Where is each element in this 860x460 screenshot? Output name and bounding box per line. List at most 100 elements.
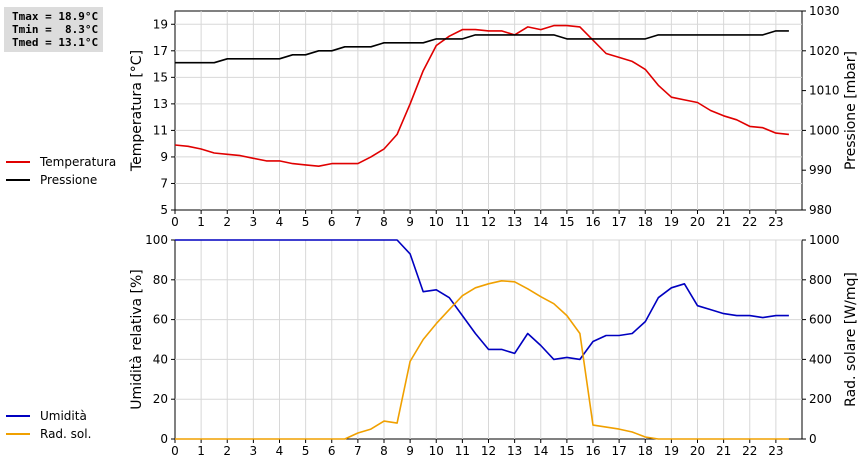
chart1-xtick-label: 21 <box>716 215 731 229</box>
chart1-ytick-label: 5 <box>160 203 168 217</box>
chart2-ytick-label: 20 <box>153 392 168 406</box>
chart2-xtick-label: 19 <box>664 444 679 458</box>
chart2-xtick-label: 5 <box>302 444 310 458</box>
chart1-y2label: Pressione [mbar] <box>843 51 859 170</box>
chart1-xtick-label: 14 <box>533 215 548 229</box>
legend-swatch-rad-sol <box>6 433 30 435</box>
chart1-xtick-label: 17 <box>611 215 626 229</box>
chart1-xtick-label: 18 <box>638 215 653 229</box>
chart1-xtick-label: 8 <box>380 215 388 229</box>
chart1-xtick-label: 23 <box>768 215 783 229</box>
chart2-xtick-label: 7 <box>354 444 362 458</box>
chart2-xtick-label: 12 <box>481 444 496 458</box>
chart1-xtick-label: 20 <box>690 215 705 229</box>
chart1-xtick-label: 12 <box>481 215 496 229</box>
chart1-y2tick-label: 1010 <box>809 84 840 98</box>
chart2-xtick-label: 13 <box>507 444 522 458</box>
chart1-ylabel: Temperatura [°C] <box>129 50 145 172</box>
chart2-y2tick-label: 400 <box>809 352 832 366</box>
chart2-ytick-label: 60 <box>153 313 168 327</box>
chart1-y2tick-label: 980 <box>809 203 832 217</box>
stat-tmed: Tmed = 13.1°C <box>12 36 99 49</box>
chart2-xtick-label: 23 <box>768 444 783 458</box>
chart2-xtick-label: 18 <box>638 444 653 458</box>
chart1-xtick-label: 13 <box>507 215 522 229</box>
chart2-ytick-label: 0 <box>160 432 168 446</box>
chart1-ytick-label: 7 <box>160 176 168 190</box>
chart2-xtick-label: 22 <box>742 444 757 458</box>
chart1-xtick-label: 19 <box>664 215 679 229</box>
chart1-y2tick-label: 1030 <box>809 4 840 18</box>
chart1-xtick-label: 4 <box>276 215 284 229</box>
chart1-ytick-label: 11 <box>153 123 168 137</box>
chart2-y2tick-label: 600 <box>809 313 832 327</box>
chart1-xtick-label: 6 <box>328 215 336 229</box>
chart1-y2tick-label: 990 <box>809 163 832 177</box>
chart2-xtick-label: 6 <box>328 444 336 458</box>
legend-bottom: Umidità Rad. sol. <box>6 407 91 443</box>
chart2-xtick-label: 1 <box>197 444 205 458</box>
chart1-ytick-label: 13 <box>153 97 168 111</box>
chart1-xtick-label: 0 <box>171 215 179 229</box>
chart1-series-pressione <box>175 30 789 64</box>
legend-top: Temperatura Pressione <box>6 153 116 189</box>
chart1-series-temperatura <box>174 24 789 167</box>
chart2-xtick-label: 17 <box>611 444 626 458</box>
chart1-xtick-label: 5 <box>302 215 310 229</box>
chart2-xtick-label: 21 <box>716 444 731 458</box>
chart2-ytick-label: 100 <box>145 233 168 247</box>
legend-swatch-umidita <box>6 415 30 417</box>
chart2-xtick-label: 20 <box>690 444 705 458</box>
legend-label-pressione: Pressione <box>40 173 98 187</box>
legend-item-rad-sol: Rad. sol. <box>6 425 91 443</box>
chart1-xtick-label: 15 <box>559 215 574 229</box>
chart1-ytick-label: 15 <box>153 70 168 84</box>
chart1-xtick-label: 16 <box>585 215 600 229</box>
chart1-xtick-label: 3 <box>250 215 258 229</box>
legend-item-umidita: Umidità <box>6 407 91 425</box>
legend-swatch-temperatura <box>6 161 30 163</box>
chart2-series-rad-sol <box>175 279 789 440</box>
chart2-xtick-label: 16 <box>585 444 600 458</box>
chart2-y2tick-label: 0 <box>809 432 817 446</box>
chart1-xtick-label: 11 <box>455 215 470 229</box>
chart2-series-umidit <box>175 239 789 361</box>
chart1-xtick-label: 10 <box>429 215 444 229</box>
chart1-xtick-label: 7 <box>354 215 362 229</box>
chart2-xtick-label: 11 <box>455 444 470 458</box>
chart2-y2tick-label: 200 <box>809 392 832 406</box>
chart2-xtick-label: 8 <box>380 444 388 458</box>
chart2-xtick-label: 0 <box>171 444 179 458</box>
chart2-xtick-label: 14 <box>533 444 548 458</box>
chart2-xtick-label: 15 <box>559 444 574 458</box>
legend-item-temperatura: Temperatura <box>6 153 116 171</box>
legend-label-rad-sol: Rad. sol. <box>40 427 92 441</box>
chart1-ytick-label: 19 <box>153 17 168 31</box>
chart2-y2tick-label: 1000 <box>809 233 840 247</box>
chart2-y2label: Rad. solare [W/mq] <box>843 272 859 407</box>
chart2-xtick-label: 9 <box>406 444 414 458</box>
chart2-y2tick-label: 800 <box>809 273 832 287</box>
chart1-ytick-label: 17 <box>153 44 168 58</box>
chart2-ytick-label: 80 <box>153 273 168 287</box>
chart1-xtick-label: 9 <box>406 215 414 229</box>
stat-tmax: Tmax = 18.9°C <box>12 10 99 23</box>
legend-swatch-pressione <box>6 179 30 181</box>
chart2-xtick-label: 10 <box>429 444 444 458</box>
chart1-xtick-label: 1 <box>197 215 205 229</box>
chart1-ytick-label: 9 <box>160 150 168 164</box>
stat-tmin: Tmin = 8.3°C <box>12 23 99 36</box>
chart2-ylabel: Umidità relativa [%] <box>129 269 145 410</box>
chart1-y2tick-label: 1000 <box>809 123 840 137</box>
chart2-ytick-label: 40 <box>153 352 168 366</box>
chart2-xtick-label: 3 <box>250 444 258 458</box>
stats-box: Tmax = 18.9°C Tmin = 8.3°C Tmed = 13.1°C <box>4 7 103 52</box>
chart1-xtick-label: 2 <box>223 215 231 229</box>
legend-label-temperatura: Temperatura <box>40 155 117 169</box>
chart1-y2tick-label: 1020 <box>809 44 840 58</box>
legend-item-pressione: Pressione <box>6 171 116 189</box>
chart2-xtick-label: 2 <box>223 444 231 458</box>
chart1-xtick-label: 22 <box>742 215 757 229</box>
chart2-xtick-label: 4 <box>276 444 284 458</box>
